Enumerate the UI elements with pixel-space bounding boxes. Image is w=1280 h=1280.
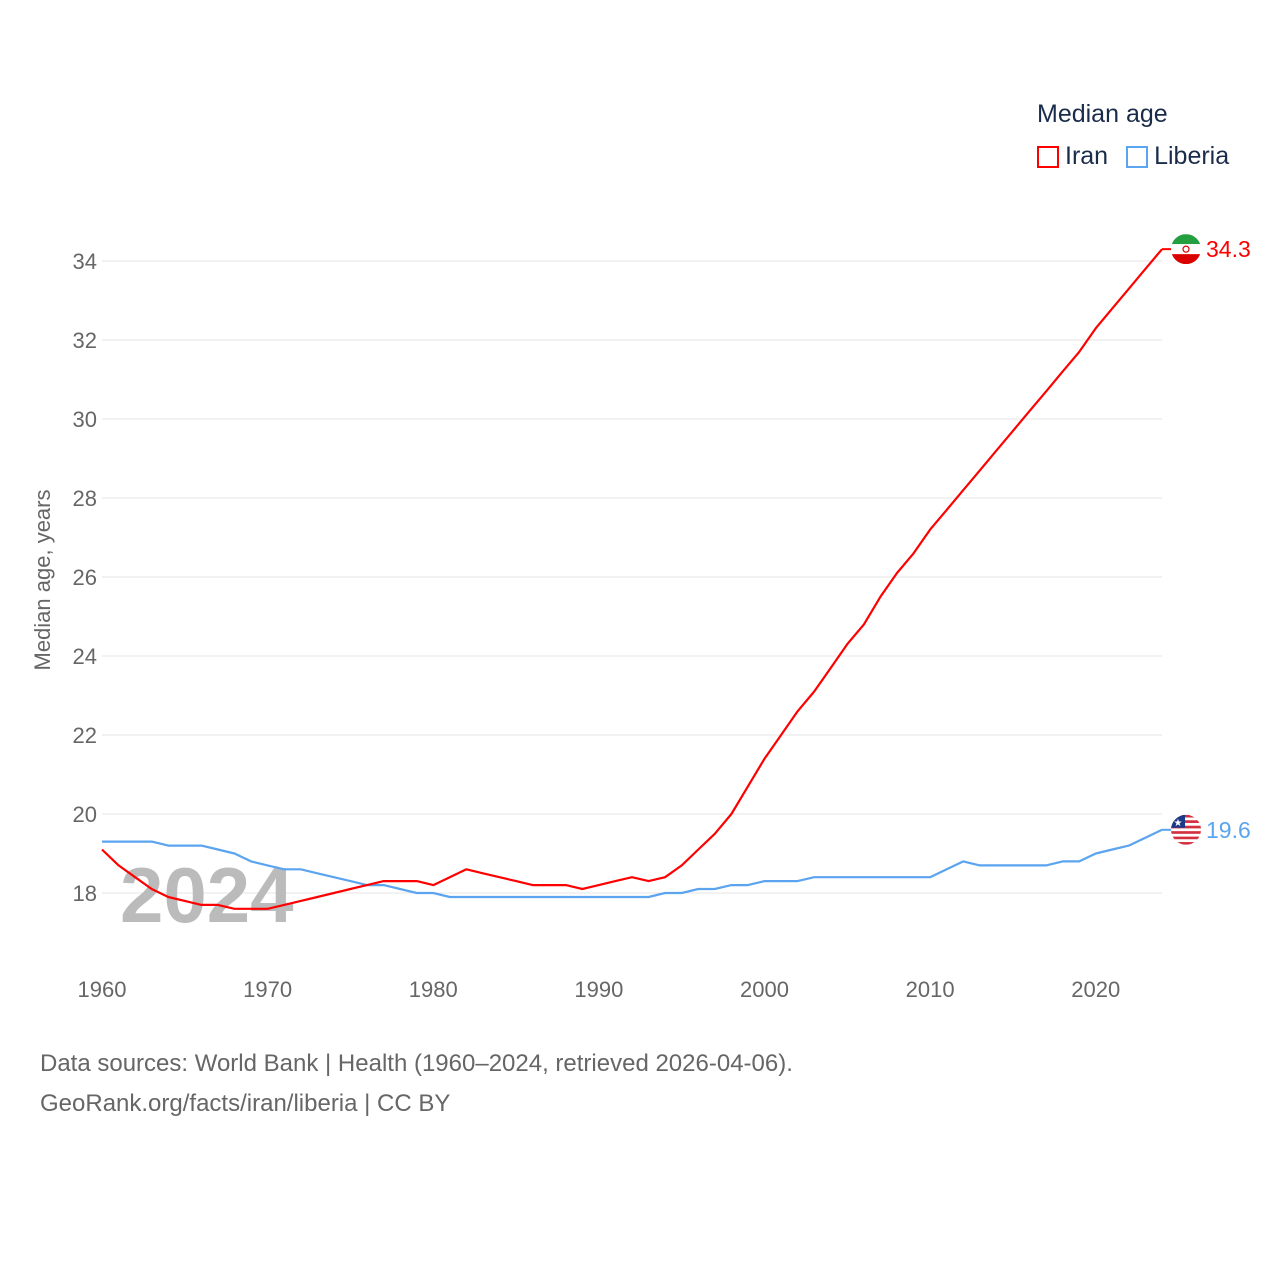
year-watermark: 2024 <box>120 851 294 939</box>
end-value-label-iran: 34.3 <box>1206 236 1251 262</box>
end-labels: ★ 19.6 34.3 <box>1162 234 1251 845</box>
svg-text:★: ★ <box>1174 818 1183 829</box>
y-tick-label: 20 <box>73 802 97 827</box>
y-tick-label: 30 <box>73 407 97 432</box>
x-axis-ticks: 1960 1970 1980 1990 2000 2010 2020 <box>78 977 1121 1002</box>
footer: Data sources: World Bank | Health (1960–… <box>40 1044 793 1124</box>
x-tick-label: 2000 <box>740 977 789 1002</box>
series-line-iran[interactable] <box>101 248 1163 910</box>
legend-label-iran: Iran <box>1065 142 1109 170</box>
y-tick-label: 34 <box>73 249 97 274</box>
y-tick-label: 28 <box>73 486 97 511</box>
x-tick-label: 2020 <box>1071 977 1120 1002</box>
y-axis-ticks: 18 20 22 24 26 28 30 32 34 <box>73 249 97 906</box>
end-value-label-liberia: 19.6 <box>1206 817 1251 843</box>
legend-title: Median age <box>1037 100 1168 128</box>
y-tick-label: 32 <box>73 328 97 353</box>
legend-label-liberia: Liberia <box>1154 142 1230 170</box>
data-source-text: Data sources: World Bank | Health (1960–… <box>40 1050 793 1077</box>
series-line-liberia[interactable] <box>102 828 1163 899</box>
legend-item-iran[interactable]: Iran <box>1037 142 1108 171</box>
y-tick-label: 22 <box>73 723 97 748</box>
legend-swatch-iran <box>1037 145 1059 168</box>
attribution-link[interactable]: GeoRank.org/facts/iran/liberia | CC BY <box>40 1090 451 1117</box>
x-tick-label: 2010 <box>906 977 955 1002</box>
iran-flag-icon <box>1171 234 1201 265</box>
y-tick-label: 24 <box>73 644 97 669</box>
gridlines <box>102 260 1162 894</box>
y-tick-label: 26 <box>73 565 97 590</box>
liberia-flag-icon: ★ <box>1171 814 1201 845</box>
legend-swatch-liberia <box>1126 145 1149 168</box>
legend-item-liberia[interactable]: Liberia <box>1126 142 1229 171</box>
x-tick-label: 1970 <box>243 977 292 1002</box>
x-tick-label: 1960 <box>78 977 127 1002</box>
legend: Iran Liberia <box>1037 142 1229 171</box>
x-tick-label: 1980 <box>409 977 458 1002</box>
x-tick-label: 1990 <box>574 977 623 1002</box>
y-tick-label: 18 <box>73 881 97 906</box>
y-axis-label: Median age, years <box>30 490 55 671</box>
series-lines <box>101 248 1163 910</box>
